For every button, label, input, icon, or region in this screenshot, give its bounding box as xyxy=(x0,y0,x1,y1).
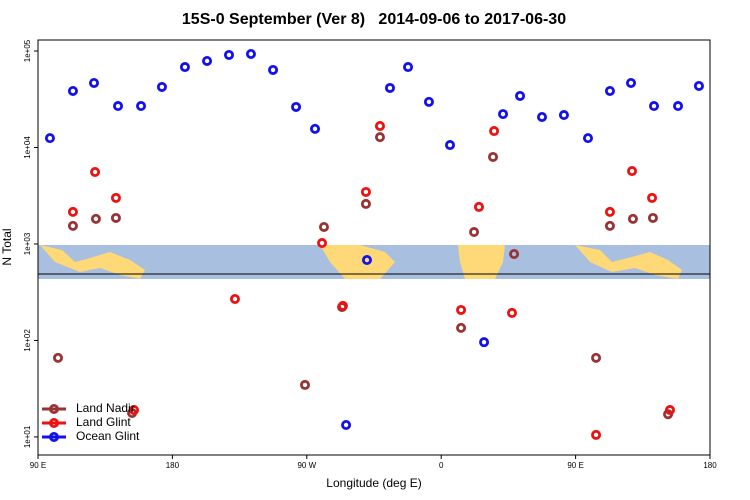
data-point xyxy=(374,120,385,131)
data-point xyxy=(489,126,500,137)
data-point xyxy=(558,110,569,121)
x-tick-label: 90 W xyxy=(297,461,316,470)
chart-title: 15S-0 September (Ver 8) 2014-09-06 to 20… xyxy=(182,11,566,28)
data-point xyxy=(479,337,490,348)
x-tick-label: 180 xyxy=(703,461,717,470)
data-point xyxy=(361,255,372,266)
data-point xyxy=(604,85,615,96)
legend-label: Land Nadir xyxy=(76,401,135,415)
data-point xyxy=(423,96,434,107)
data-point xyxy=(317,238,328,249)
data-point xyxy=(67,85,78,96)
data-point xyxy=(673,101,684,112)
data-point xyxy=(318,221,329,232)
data-point xyxy=(268,64,279,75)
data-point xyxy=(44,133,55,144)
data-point xyxy=(403,62,414,73)
data-point xyxy=(341,419,352,430)
data-point xyxy=(291,101,302,112)
data-point xyxy=(582,133,593,144)
y-tick-label: 1e+01 xyxy=(23,425,32,448)
data-point xyxy=(591,429,602,440)
data-point xyxy=(627,213,638,224)
x-axis-label: Longitude (deg E) xyxy=(326,476,421,490)
legend-marker xyxy=(49,431,60,442)
legend-label: Ocean Glint xyxy=(76,429,140,443)
legend-marker xyxy=(49,403,60,414)
data-point xyxy=(113,101,124,112)
y-tick-label: 1e+04 xyxy=(23,136,32,159)
data-point xyxy=(509,249,520,260)
data-point xyxy=(110,212,121,223)
plot-frame xyxy=(37,39,711,456)
map-strip xyxy=(38,245,710,279)
x-tick-label: 90 E xyxy=(30,461,46,470)
data-point xyxy=(604,206,615,217)
data-point xyxy=(202,55,213,66)
x-tick-label: 180 xyxy=(166,461,180,470)
legend-marker xyxy=(49,417,60,428)
data-point xyxy=(456,322,467,333)
data-point xyxy=(693,80,704,91)
data-point xyxy=(647,192,658,203)
data-point xyxy=(445,140,456,151)
data-point xyxy=(136,101,147,112)
data-point xyxy=(90,213,101,224)
y-tick-label: 1e+03 xyxy=(23,232,32,255)
data-point xyxy=(67,220,78,231)
data-point xyxy=(179,62,190,73)
data-point xyxy=(110,192,121,203)
data-point xyxy=(627,166,638,177)
data-point xyxy=(649,101,660,112)
data-point xyxy=(626,77,637,88)
data-point xyxy=(664,405,675,416)
data-point xyxy=(456,304,467,315)
data-point xyxy=(360,186,371,197)
data-point xyxy=(53,352,64,363)
data-point xyxy=(223,49,234,60)
data-point xyxy=(245,48,256,59)
x-tick-label: 0 xyxy=(439,461,444,470)
data-point xyxy=(156,81,167,92)
data-point xyxy=(129,405,140,416)
y-axis-label: N Total xyxy=(0,228,14,265)
data-point xyxy=(604,220,615,231)
data-point xyxy=(473,201,484,212)
data-point xyxy=(647,212,658,223)
data-point xyxy=(374,132,385,143)
data-point xyxy=(498,109,509,120)
data-point xyxy=(360,198,371,209)
data-point xyxy=(515,90,526,101)
data-point xyxy=(488,151,499,162)
data-point xyxy=(469,227,480,238)
data-point xyxy=(300,379,311,390)
data-point xyxy=(90,167,101,178)
data-point xyxy=(337,300,348,311)
data-point xyxy=(506,307,517,318)
data-point xyxy=(67,206,78,217)
data-point xyxy=(384,82,395,93)
data-point xyxy=(591,352,602,363)
x-tick-label: 90 E xyxy=(567,461,583,470)
data-point xyxy=(310,123,321,134)
data-point xyxy=(89,77,100,88)
y-tick-label: 1e+02 xyxy=(23,329,32,352)
legend-label: Land Glint xyxy=(76,415,131,429)
data-point xyxy=(537,111,548,122)
data-point xyxy=(229,293,240,304)
y-tick-label: 1e+05 xyxy=(23,39,32,62)
